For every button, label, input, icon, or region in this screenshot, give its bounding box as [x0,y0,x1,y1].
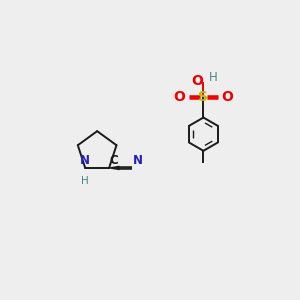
Text: O: O [173,90,185,104]
Text: O: O [222,90,233,104]
Text: S: S [198,90,208,104]
Text: O: O [191,74,203,88]
Text: N: N [80,154,90,167]
Text: H: H [208,71,217,84]
Text: H: H [81,176,89,186]
Text: C: C [110,154,118,167]
Text: N: N [134,154,143,167]
Polygon shape [109,166,119,170]
